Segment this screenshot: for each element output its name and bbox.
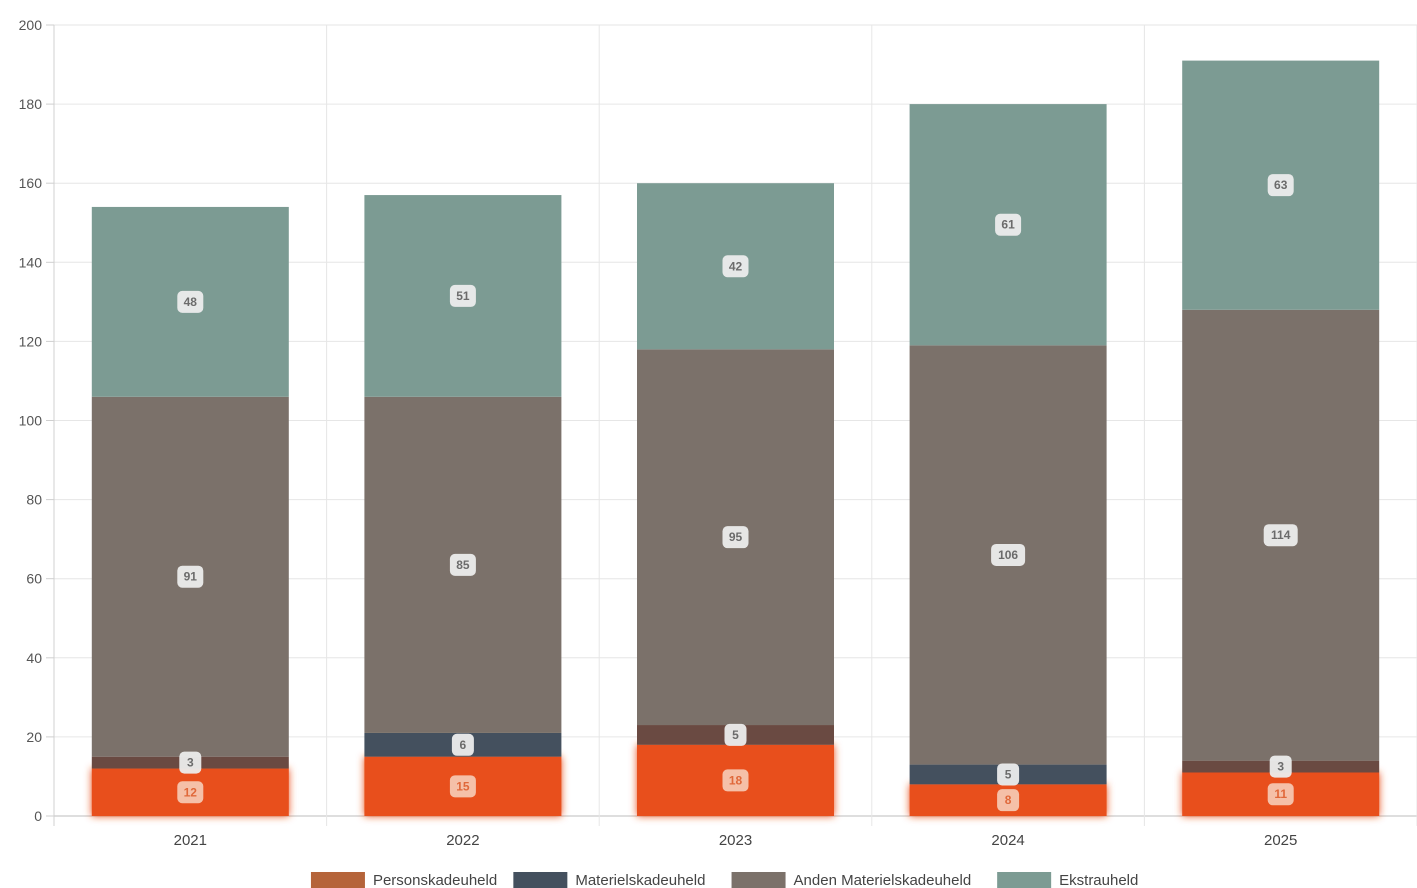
data-label: 61: [995, 213, 1022, 236]
data-label: 91: [177, 565, 204, 588]
legend-swatch: [997, 872, 1052, 888]
data-label-bg: [997, 789, 1020, 812]
y-axis: 0 20 40 60 80 100 120 140 160 180 200: [19, 17, 55, 826]
data-label-bg: [449, 284, 476, 307]
data-label-bg: [995, 213, 1022, 236]
data-label-value: 8: [1005, 793, 1012, 807]
data-label: 51: [449, 284, 476, 307]
y-tick-label: 120: [19, 333, 43, 349]
data-label-value: 15: [456, 779, 470, 793]
data-label-value: 12: [184, 785, 198, 799]
data-label-value: 106: [998, 548, 1018, 562]
data-label-value: 5: [732, 728, 739, 742]
legend-swatch: [513, 872, 568, 888]
data-label-value: 95: [729, 530, 743, 544]
data-label: 11: [1267, 783, 1294, 806]
data-label-value: 6: [460, 738, 467, 752]
data-label-value: 48: [184, 295, 198, 309]
data-label-value: 18: [729, 773, 743, 787]
data-label-bg: [451, 733, 474, 756]
y-tick-label: 0: [34, 808, 42, 824]
y-tick-label: 160: [19, 175, 43, 191]
bars: [91, 60, 1380, 816]
legend-item[interactable]: Materielskadeuheld: [513, 872, 705, 888]
data-label-bg: [1267, 174, 1294, 197]
data-label: 6: [451, 733, 474, 756]
data-label-value: 61: [1001, 218, 1015, 232]
x-tick-label: 2025: [1264, 832, 1297, 849]
data-label-bg: [997, 763, 1020, 786]
legend-label: Anden Materielskadeuheld: [794, 872, 972, 888]
x-tick-label: 2022: [446, 832, 479, 849]
data-label-bg: [1269, 755, 1292, 778]
data-label-value: 63: [1274, 178, 1288, 192]
y-tick-label: 200: [19, 17, 43, 33]
y-tick-label: 60: [26, 571, 42, 587]
data-label-bg: [449, 553, 476, 576]
data-label-bg: [991, 543, 1026, 566]
data-label-value: 114: [1271, 528, 1291, 542]
data-label-value: 91: [184, 570, 198, 584]
data-label-bg: [722, 255, 749, 278]
y-tick-label: 140: [19, 254, 43, 270]
data-label-value: 85: [456, 558, 470, 572]
data-label: 3: [1269, 755, 1292, 778]
data-label-bg: [1267, 783, 1294, 806]
data-label: 95: [722, 526, 749, 549]
legend-item[interactable]: Ekstrauheld: [997, 872, 1138, 888]
data-label-value: 5: [1005, 767, 1012, 781]
data-label-bg: [177, 781, 204, 804]
y-tick-label: 20: [26, 729, 42, 745]
data-label: 5: [724, 723, 747, 746]
data-label-bg: [722, 526, 749, 549]
x-tick-label: 2024: [991, 832, 1024, 849]
x-tick-label: 2021: [174, 832, 207, 849]
data-label-bg: [449, 775, 476, 798]
legend-label: Materielskadeuheld: [575, 872, 705, 888]
data-label-value: 3: [187, 756, 194, 770]
legend[interactable]: Personskadeuheld Materielskadeuheld Anden …: [310, 872, 1138, 888]
y-tick-label: 80: [26, 492, 42, 508]
data-label: 63: [1267, 174, 1294, 197]
data-label: 8: [997, 789, 1020, 812]
data-label-value: 42: [729, 259, 743, 273]
y-tick-label: 180: [19, 96, 43, 112]
x-axis: 2021 2022 2023 2024 2025: [174, 832, 1298, 849]
data-label-bg: [722, 769, 749, 792]
legend-item[interactable]: Anden Materielskadeuheld: [731, 872, 972, 888]
data-label-bg: [1263, 524, 1298, 547]
data-label: 18: [722, 769, 749, 792]
data-label: 114: [1263, 524, 1298, 547]
x-tick-label: 2023: [719, 832, 752, 849]
data-label: 15: [449, 775, 476, 798]
legend-swatch: [731, 872, 786, 888]
legend-label: Ekstrauheld: [1059, 872, 1138, 888]
data-label-bg: [724, 723, 747, 746]
data-label-bg: [177, 290, 204, 313]
data-label: 42: [722, 255, 749, 278]
data-label-value: 3: [1277, 760, 1284, 774]
data-label: 5: [997, 763, 1020, 786]
legend-item[interactable]: Personskadeuheld: [310, 872, 497, 888]
legend-label: Personskadeuheld: [373, 872, 497, 888]
data-label-bg: [177, 565, 204, 588]
legend-swatch: [310, 872, 365, 888]
data-label: 106: [991, 543, 1026, 566]
y-tick-label: 100: [19, 413, 43, 429]
data-label: 3: [179, 751, 202, 774]
data-label: 48: [177, 290, 204, 313]
data-label-value: 51: [456, 289, 470, 303]
data-label: 85: [449, 553, 476, 576]
data-label-bg: [179, 751, 202, 774]
data-label: 12: [177, 781, 204, 804]
y-tick-label: 40: [26, 650, 42, 666]
data-label-value: 11: [1274, 787, 1287, 801]
